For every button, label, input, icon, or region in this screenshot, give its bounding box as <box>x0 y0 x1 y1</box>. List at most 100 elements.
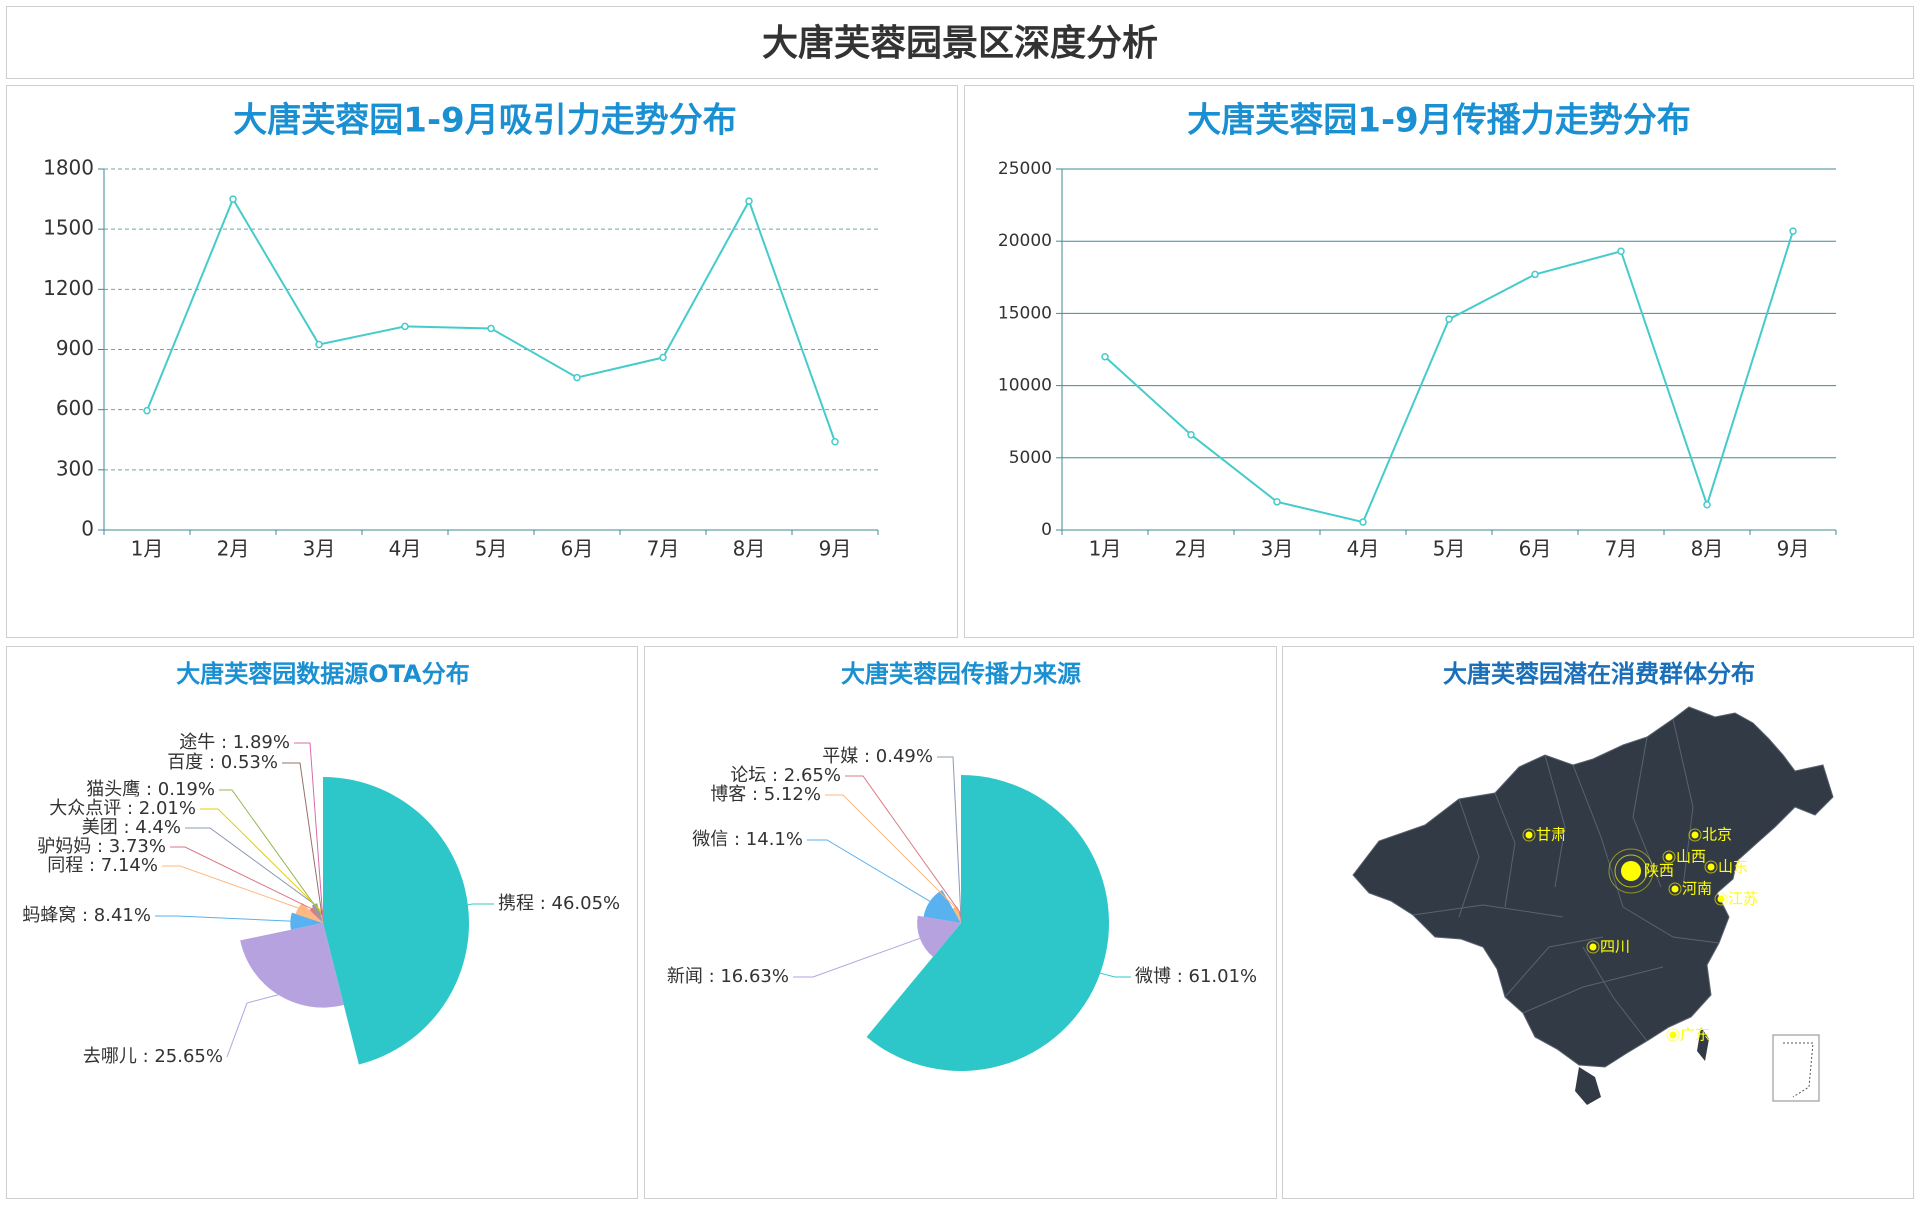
y-tick-label: 600 <box>56 396 94 420</box>
slice-label: 携程 : 46.05% <box>498 893 620 914</box>
page-title: 大唐芙蓉园景区深度分析 <box>761 23 1158 64</box>
x-tick-label: 9月 <box>1777 537 1810 561</box>
pie-slice <box>311 903 323 923</box>
hainan-island <box>1575 1067 1601 1105</box>
ripple-ring <box>1522 828 1536 842</box>
province-marker <box>1707 863 1715 871</box>
data-point <box>573 373 581 382</box>
y-tick-label: 1500 <box>43 216 94 240</box>
consumer-map-panel: 大唐芙蓉园潜在消费群体分布 甘肃 北京 山西 陕西 山东 河南 江苏 四川 广东 <box>1282 646 1914 1199</box>
province-marker <box>1621 861 1641 881</box>
province-marker <box>1691 831 1699 839</box>
label-leader-line <box>226 994 279 1058</box>
province-label: 陕西 <box>1644 862 1674 880</box>
province-label: 四川 <box>1600 938 1630 956</box>
data-point <box>487 324 495 333</box>
slice-label: 蚂蜂窝 : 8.41% <box>22 905 151 926</box>
slice-label: 大众点评 : 2.01% <box>49 798 196 819</box>
x-tick-label: 9月 <box>819 537 852 561</box>
label-leader-line <box>807 839 931 902</box>
spread-line-chart: 大唐芙蓉园1-9月传播力走势分布 0 5000 10000 15000 20000 2500… <box>998 101 1837 561</box>
x-tick-label: 5月 <box>1433 537 1466 561</box>
ripple-ring <box>1688 828 1702 842</box>
x-tick-label: 8月 <box>1691 537 1724 561</box>
data-point <box>1101 352 1109 361</box>
x-tick-label: 7月 <box>647 537 680 561</box>
chart-title: 大唐芙蓉园传播力来源 <box>841 660 1081 688</box>
attraction-line-chart: 大唐芙蓉园1-9月吸引力走势分布 0 300 600 900 1200 1500 1800 1月… <box>43 101 879 561</box>
label-leader-line <box>200 808 321 911</box>
x-tick-label: 3月 <box>303 537 336 561</box>
x-tick-label: 4月 <box>1347 537 1380 561</box>
x-tick-label: 8月 <box>733 537 766 561</box>
province-label: 广东 <box>1680 1026 1710 1044</box>
data-point <box>1531 270 1539 279</box>
province-border <box>1622 906 1720 944</box>
series-line <box>1104 230 1794 524</box>
slice-label: 美团 : 4.4% <box>82 817 181 838</box>
province-border <box>1582 946 1648 1042</box>
south-sea-inset <box>1772 1034 1820 1102</box>
label-leader-line <box>294 742 323 910</box>
label-leader-line <box>1100 972 1131 978</box>
label-leader-line <box>793 937 921 978</box>
slice-label: 同程 : 7.14% <box>47 855 158 876</box>
x-tick-label: 6月 <box>561 537 594 561</box>
province-marker <box>1671 885 1679 893</box>
data-point <box>1789 227 1797 235</box>
y-tick-label: 5000 <box>1009 448 1052 468</box>
province-marker <box>1525 831 1533 839</box>
data-point <box>831 438 839 446</box>
slice-label: 途牛 : 1.89% <box>179 732 290 753</box>
province-label: 北京 <box>1702 826 1732 844</box>
label-leader-line <box>170 846 312 909</box>
series-line <box>146 196 836 443</box>
slice-label: 猫头鹰 : 0.19% <box>86 779 215 800</box>
ripple-ring <box>1666 1028 1680 1042</box>
x-tick-label: 2月 <box>217 537 250 561</box>
pie-slice <box>240 923 344 1008</box>
data-point <box>1445 315 1453 323</box>
label-leader-line <box>825 794 956 908</box>
ota-pie-panel: 大唐芙蓉园数据源OTA分布 携程 : 46.05% 去哪儿 : 25.65% 蚂蜂窝 … <box>6 646 638 1199</box>
chart-title: 大唐芙蓉园1-9月传播力走势分布 <box>1187 101 1690 141</box>
y-tick-label: 900 <box>56 336 94 360</box>
label-leader-line <box>845 775 961 913</box>
pie-slice <box>290 912 323 930</box>
slice-label: 平媒 : 0.49% <box>822 746 933 767</box>
header-bar: 大唐芙蓉园景区深度分析 <box>6 6 1914 79</box>
china-land <box>1352 706 1834 1068</box>
data-point <box>1359 518 1367 526</box>
taiwan-island <box>1697 1027 1709 1061</box>
pie-slice <box>321 914 323 923</box>
pie-slice <box>917 915 961 957</box>
chart-title: 大唐芙蓉园数据源OTA分布 <box>176 660 469 688</box>
province-border <box>1504 936 1604 998</box>
pie-slice <box>295 902 323 923</box>
province-label: 河南 <box>1682 880 1712 898</box>
y-tick-label: 1200 <box>43 276 94 300</box>
data-point <box>401 322 409 331</box>
y-tick-label: 10000 <box>998 376 1052 396</box>
province-border <box>1572 764 1624 908</box>
label-leader-line <box>467 903 494 906</box>
data-point <box>315 340 323 349</box>
province-border <box>1522 966 1664 1014</box>
slice-label: 论坛 : 2.65% <box>730 765 841 786</box>
label-leader-line <box>937 756 962 918</box>
province-border <box>1672 718 1694 888</box>
data-point <box>1187 430 1195 439</box>
province-border <box>1412 904 1564 918</box>
y-tick-label: 0 <box>81 517 94 541</box>
province-marker <box>1589 943 1597 951</box>
data-point <box>1617 247 1625 256</box>
source-pie-panel: 大唐芙蓉园传播力来源 微博 : 61.01% 新闻 : 16.63% 微信 : 14.… <box>644 646 1277 1199</box>
province-marker <box>1665 853 1673 861</box>
province-border <box>1458 798 1480 918</box>
label-leader-line <box>162 865 299 909</box>
slice-label: 博客 : 5.12% <box>710 784 821 805</box>
slice-label: 百度 : 0.53% <box>167 752 278 773</box>
province-border <box>1632 736 1662 888</box>
y-tick-label: 15000 <box>998 303 1052 323</box>
